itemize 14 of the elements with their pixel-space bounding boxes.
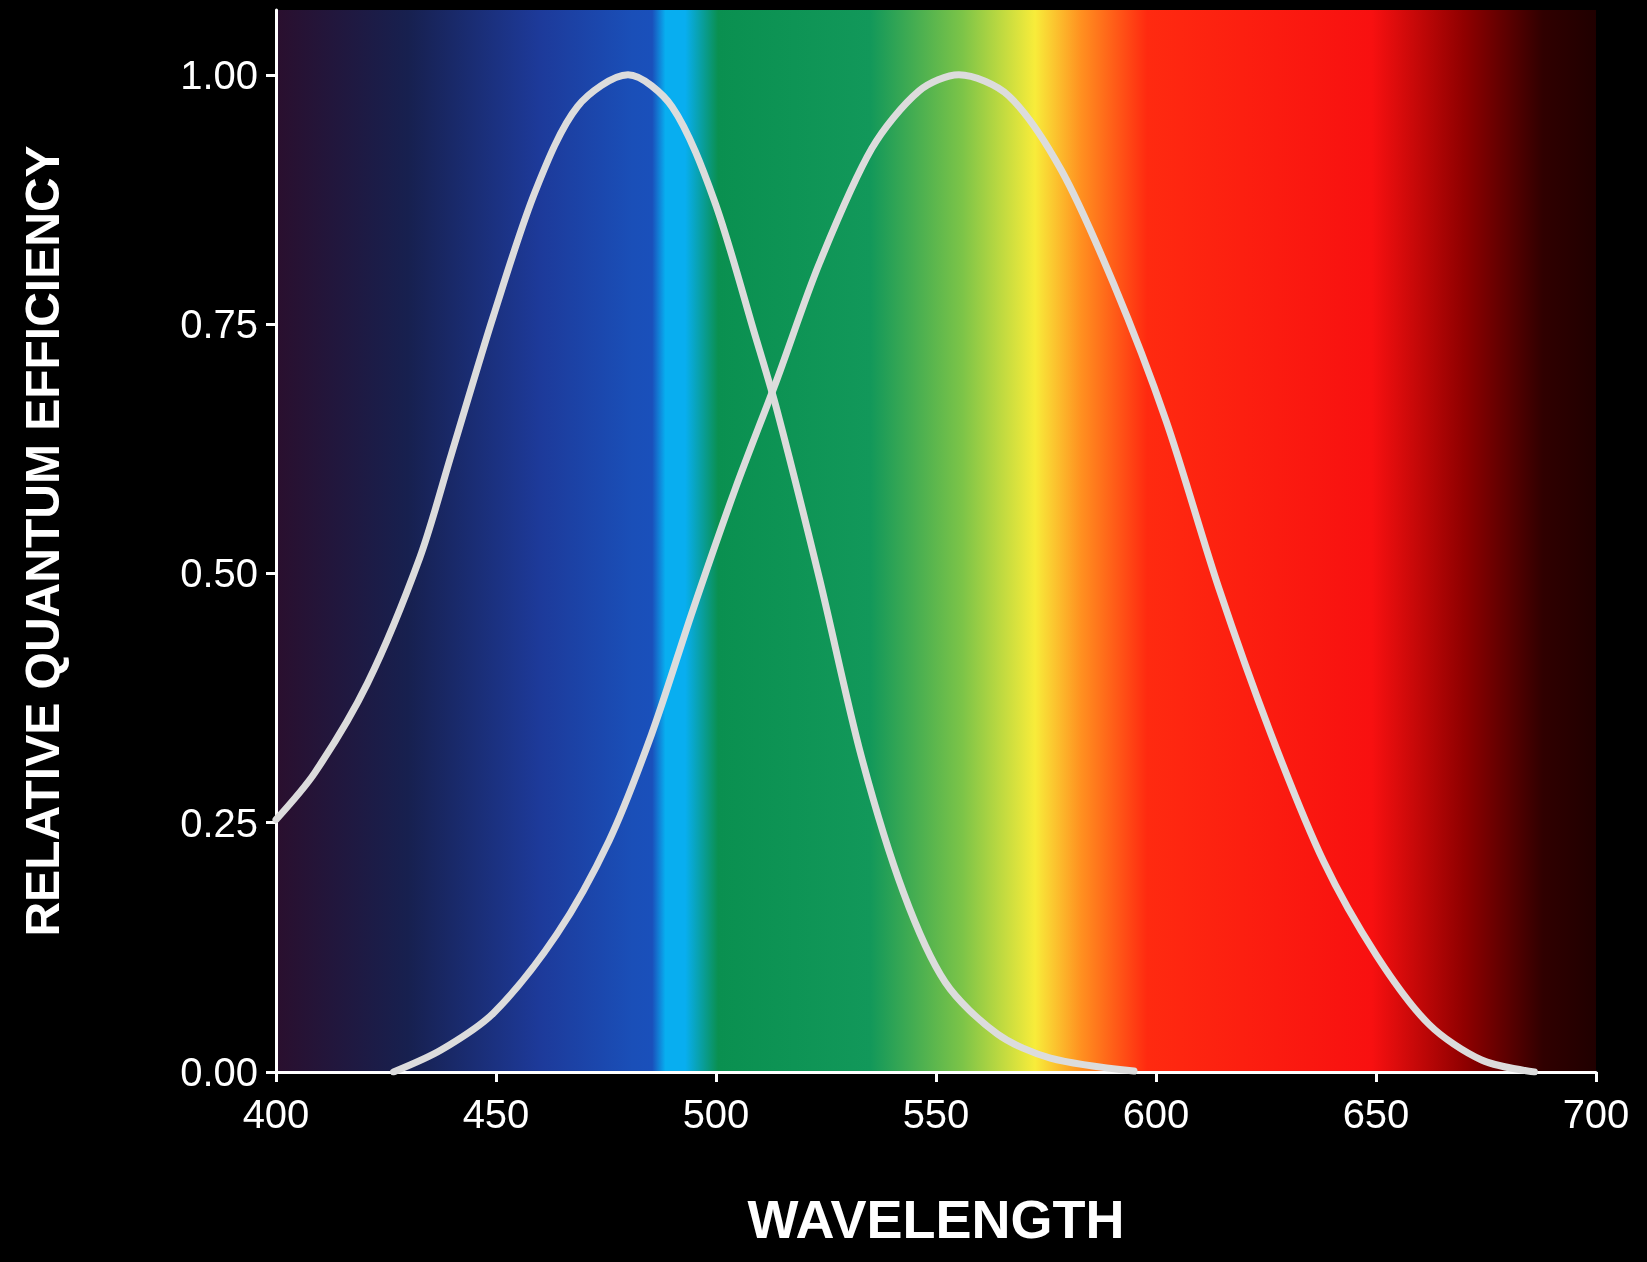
y-tick-label: 0.50 <box>180 551 258 596</box>
y-tick-label: 1.00 <box>180 52 258 97</box>
x-tick-label: 650 <box>1342 1092 1410 1136</box>
x-tick-label: 700 <box>1562 1092 1630 1136</box>
y-tick-label: 0.25 <box>180 800 258 845</box>
x-tick-label: 450 <box>462 1092 530 1136</box>
x-tick-label: 500 <box>682 1092 750 1136</box>
y-tick-label: 0.75 <box>180 302 258 347</box>
x-tick-label: 400 <box>242 1092 310 1136</box>
x-axis-title: WAVELENGTH <box>747 1189 1125 1249</box>
y-axis-title: RELATIVE QUANTUM EFFICIENCY <box>15 145 69 937</box>
x-tick-label: 550 <box>902 1092 970 1136</box>
x-tick-label: 600 <box>1122 1092 1190 1136</box>
y-tick-label: 0.00 <box>180 1050 258 1094</box>
